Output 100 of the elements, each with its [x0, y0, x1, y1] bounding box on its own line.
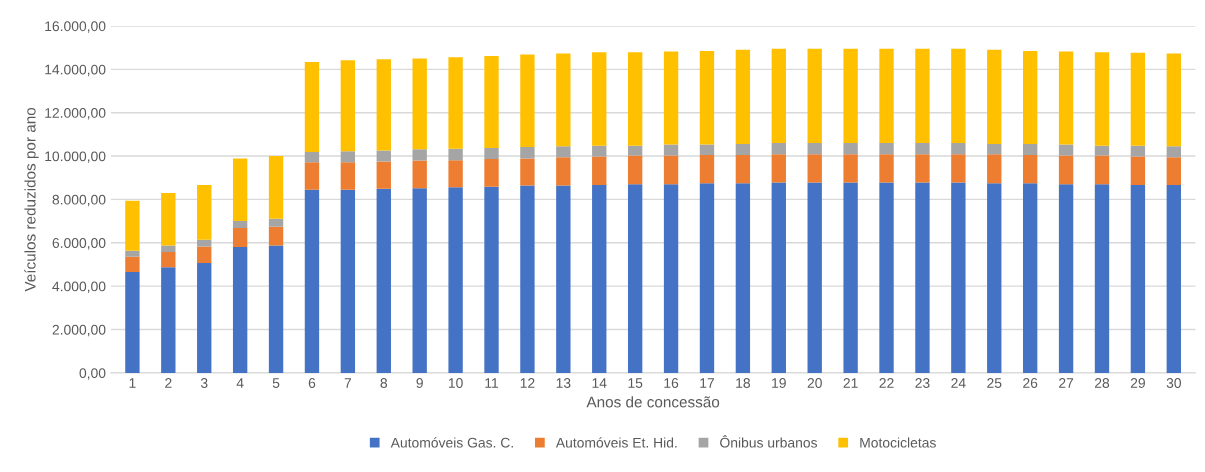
bar	[197, 184, 212, 240]
bar	[879, 48, 894, 144]
bar	[304, 162, 320, 190]
bar	[161, 251, 176, 268]
x-tick-label: 3	[200, 378, 208, 388]
bar	[268, 156, 284, 219]
bar	[915, 48, 930, 144]
bar	[556, 146, 571, 158]
bar	[1094, 145, 1110, 156]
bar	[1094, 155, 1110, 185]
bar	[951, 182, 966, 373]
x-tick-label: 10	[448, 378, 463, 388]
bar	[1058, 184, 1074, 373]
bar	[987, 183, 1002, 373]
x-tick-label: 9	[416, 378, 423, 388]
bar	[232, 228, 248, 247]
bar	[807, 48, 822, 144]
bar	[304, 61, 320, 152]
bar	[879, 182, 894, 373]
bar	[951, 154, 966, 183]
bar	[125, 272, 140, 373]
bar	[1166, 146, 1181, 158]
bar	[520, 54, 535, 147]
x-tick-label: 13	[556, 378, 571, 388]
bar	[915, 143, 930, 155]
x-tick-label: 28	[1094, 378, 1110, 388]
bar	[340, 151, 356, 163]
bar	[232, 158, 248, 222]
bar	[1166, 184, 1181, 373]
x-tick-label: 16	[664, 378, 679, 388]
bar	[448, 57, 463, 149]
bar	[1022, 183, 1038, 373]
bar	[987, 49, 1002, 144]
x-tick-label: 11	[485, 378, 499, 388]
bar	[484, 148, 499, 160]
x-tick-label: 20	[807, 378, 822, 388]
bar	[1058, 144, 1074, 156]
x-tick-label: 1	[129, 378, 136, 388]
bar	[592, 156, 607, 185]
legend-label: Motocicletas	[860, 437, 936, 448]
bar	[915, 154, 930, 183]
bar	[1166, 53, 1181, 147]
bar	[879, 154, 894, 183]
bar	[1130, 156, 1146, 185]
x-tick-label: 12	[520, 378, 535, 388]
bar	[663, 51, 679, 145]
bar	[484, 159, 499, 187]
bar	[1166, 157, 1181, 185]
y-tick-label: 0,00	[79, 368, 106, 380]
bar	[1022, 143, 1038, 155]
x-tick-label: 19	[772, 378, 786, 388]
bar	[232, 246, 248, 373]
bar	[699, 50, 715, 145]
x-tick-label: 8	[380, 378, 388, 388]
bar	[448, 160, 463, 188]
y-tick-label: 12.000,00	[45, 108, 106, 120]
bar	[448, 187, 463, 373]
x-tick-label: 2	[165, 378, 172, 388]
bar	[556, 185, 571, 373]
x-tick-label: 27	[1059, 378, 1074, 388]
bar	[771, 143, 786, 155]
x-tick-label: 25	[987, 378, 1002, 388]
bar	[268, 226, 284, 246]
bar	[161, 192, 176, 246]
bar	[1130, 184, 1146, 373]
bar	[951, 48, 966, 144]
x-tick-label: 22	[879, 378, 894, 388]
bar	[627, 184, 643, 373]
bar	[663, 184, 679, 373]
bar	[1094, 52, 1110, 146]
x-tick-label: 26	[1023, 378, 1038, 388]
bar	[843, 143, 858, 155]
bar	[592, 184, 607, 373]
bar	[735, 183, 751, 373]
x-tick-label: 23	[915, 378, 930, 388]
y-tick-label: 6.000,00	[52, 238, 106, 250]
legend-label: Automóveis Et. Hid.	[555, 437, 677, 448]
bar	[412, 160, 427, 189]
bar	[232, 221, 248, 229]
x-tick-label: 18	[736, 378, 751, 388]
bar	[1022, 50, 1038, 144]
bar	[627, 155, 643, 185]
bar	[735, 49, 751, 144]
x-tick-label: 29	[1130, 378, 1145, 388]
bar	[771, 48, 786, 144]
bar	[771, 154, 786, 183]
bar	[915, 182, 930, 373]
bar	[376, 59, 391, 151]
bar	[879, 143, 894, 155]
bar	[125, 250, 140, 257]
bar	[663, 155, 679, 185]
bar	[1130, 52, 1146, 146]
y-tick-label: 2.000,00	[52, 324, 106, 337]
bar	[807, 154, 822, 183]
x-axis-title: Anos de concessão	[586, 396, 720, 408]
legend-label: Ônibus urbanos	[720, 435, 818, 448]
x-tick-label: 17	[700, 378, 714, 388]
x-tick-label: 4	[236, 378, 244, 388]
bar	[520, 146, 535, 159]
bar	[556, 53, 571, 147]
